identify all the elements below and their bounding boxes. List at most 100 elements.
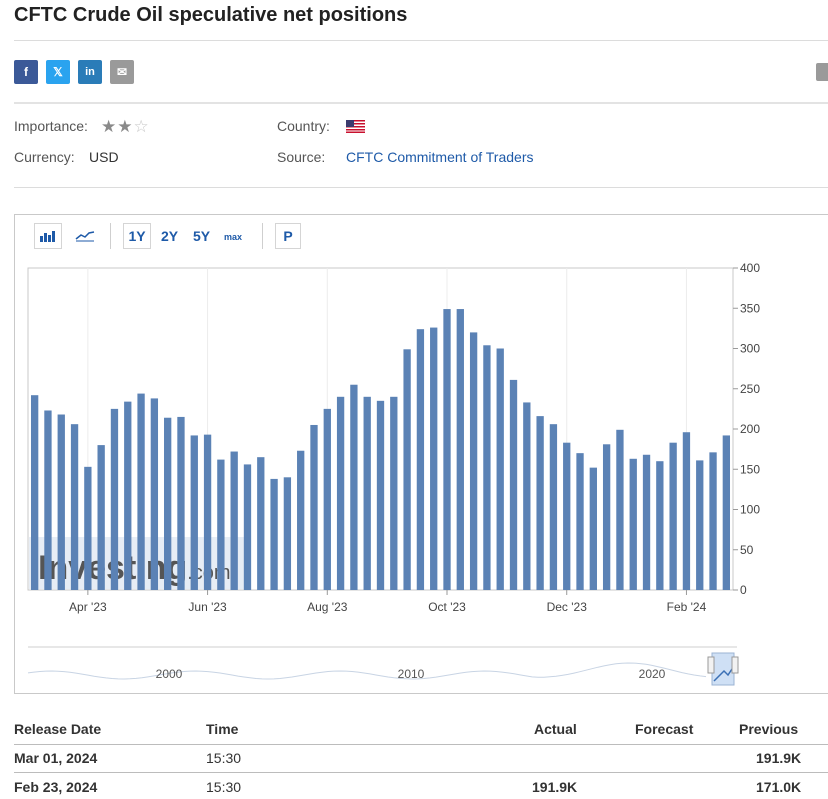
- bar: [523, 402, 531, 590]
- bar: [283, 477, 292, 590]
- x-tick-label: Oct '23: [428, 600, 466, 614]
- facebook-icon: f: [24, 65, 28, 79]
- line-chart-icon: [75, 231, 95, 242]
- source-link[interactable]: CFTC Commitment of Traders: [346, 149, 534, 165]
- range-5y-button[interactable]: 5Y: [193, 228, 211, 244]
- twitter-share-button[interactable]: 𝕏: [46, 60, 70, 84]
- bar: [682, 432, 691, 590]
- bar: [97, 445, 105, 590]
- navigator-window-line: [713, 668, 733, 682]
- print-icon[interactable]: [816, 63, 828, 81]
- bar: [44, 410, 52, 590]
- bar-chart-icon: [40, 231, 55, 242]
- bar: [323, 408, 331, 590]
- range-1y-button[interactable]: 1Y: [123, 223, 151, 249]
- y-tick-label: 100: [740, 503, 760, 517]
- y-tick-label: 250: [740, 382, 760, 396]
- bar: [416, 329, 425, 590]
- row-previous: 191.9K: [756, 750, 802, 766]
- navigator-handle-left: [707, 656, 715, 674]
- y-tick-label: 350: [740, 301, 760, 315]
- row-release-date: Feb 23, 2024: [14, 779, 98, 795]
- divider: [14, 102, 828, 104]
- currency-label: Currency:: [14, 149, 75, 165]
- linkedin-share-button[interactable]: in: [78, 60, 102, 84]
- divider: [14, 772, 828, 773]
- bar: [496, 348, 504, 590]
- navigator-year-label: 2020: [639, 667, 666, 681]
- bar-chart-button[interactable]: [34, 223, 62, 249]
- importance-label: Importance:: [14, 118, 88, 134]
- x-tick-label: Aug '23: [307, 600, 348, 614]
- bar: [629, 458, 637, 590]
- bar: [177, 416, 185, 590]
- bar: [30, 395, 39, 590]
- x-tick-label: Apr '23: [69, 600, 107, 614]
- navigator-handle-right: [731, 656, 739, 674]
- navigator-year-label: 2010: [398, 667, 425, 681]
- p-button[interactable]: P: [275, 223, 301, 249]
- star-filled-icon: ★: [101, 117, 118, 136]
- page-title: CFTC Crude Oil speculative net positions: [14, 4, 408, 26]
- bar: [642, 454, 651, 590]
- source-label: Source:: [277, 149, 326, 165]
- row-time: 15:30: [206, 779, 242, 795]
- col-forecast[interactable]: Forecast: [635, 721, 694, 737]
- bar: [150, 398, 159, 590]
- bar: [84, 466, 92, 590]
- bar: [190, 435, 198, 590]
- bar: [164, 417, 172, 590]
- bar: [536, 416, 544, 590]
- y-tick-label: 400: [740, 261, 760, 275]
- bar: [110, 408, 119, 590]
- divider: [14, 744, 828, 745]
- col-time[interactable]: Time: [206, 721, 239, 737]
- row-actual: 191.9K: [532, 779, 578, 795]
- bar: [403, 349, 411, 590]
- bar: [589, 467, 597, 590]
- linkedin-icon: in: [85, 66, 95, 78]
- bar: [270, 478, 278, 590]
- toolbar-separator: [262, 223, 263, 249]
- y-tick-label: 300: [740, 342, 760, 356]
- x-tick-label: Feb '24: [667, 600, 707, 614]
- col-release-date[interactable]: Release Date: [14, 721, 102, 737]
- bar: [336, 396, 345, 590]
- bar: [430, 327, 438, 590]
- range-max-button[interactable]: max: [224, 232, 243, 242]
- us-flag-icon: [346, 120, 365, 133]
- bar: [722, 435, 731, 590]
- star-filled-icon: ★: [117, 117, 134, 136]
- email-share-button[interactable]: ✉: [110, 60, 134, 84]
- country-label: Country:: [277, 118, 330, 134]
- bar: [563, 442, 571, 590]
- y-tick-label: 0: [740, 583, 747, 597]
- currency-value: USD: [89, 149, 119, 165]
- range-2y-button[interactable]: 2Y: [161, 228, 179, 244]
- x-tick-label: Jun '23: [188, 600, 227, 614]
- line-chart-button[interactable]: [71, 223, 99, 249]
- bar: [656, 461, 664, 590]
- col-previous[interactable]: Previous: [739, 721, 799, 737]
- row-previous: 171.0K: [756, 779, 802, 795]
- col-actual[interactable]: Actual: [534, 721, 577, 737]
- row-release-date: Mar 01, 2024: [14, 750, 98, 766]
- bar: [203, 434, 212, 590]
- bar: [57, 414, 65, 590]
- bar: [363, 396, 371, 590]
- bar: [124, 401, 132, 590]
- bar: [576, 453, 584, 590]
- bar: [602, 444, 611, 590]
- bar: [549, 424, 558, 590]
- facebook-share-button[interactable]: f: [14, 60, 38, 84]
- divider: [14, 40, 828, 41]
- twitter-icon: 𝕏: [53, 65, 63, 79]
- bar: [456, 309, 464, 590]
- bar: [376, 400, 385, 590]
- bar: [469, 332, 478, 590]
- bar: [230, 451, 238, 590]
- bar: [509, 379, 518, 590]
- importance-stars: ★★☆: [101, 117, 150, 137]
- chart-panel: 1Y 2Y 5Y max P Investing.com 05010015020…: [14, 214, 828, 694]
